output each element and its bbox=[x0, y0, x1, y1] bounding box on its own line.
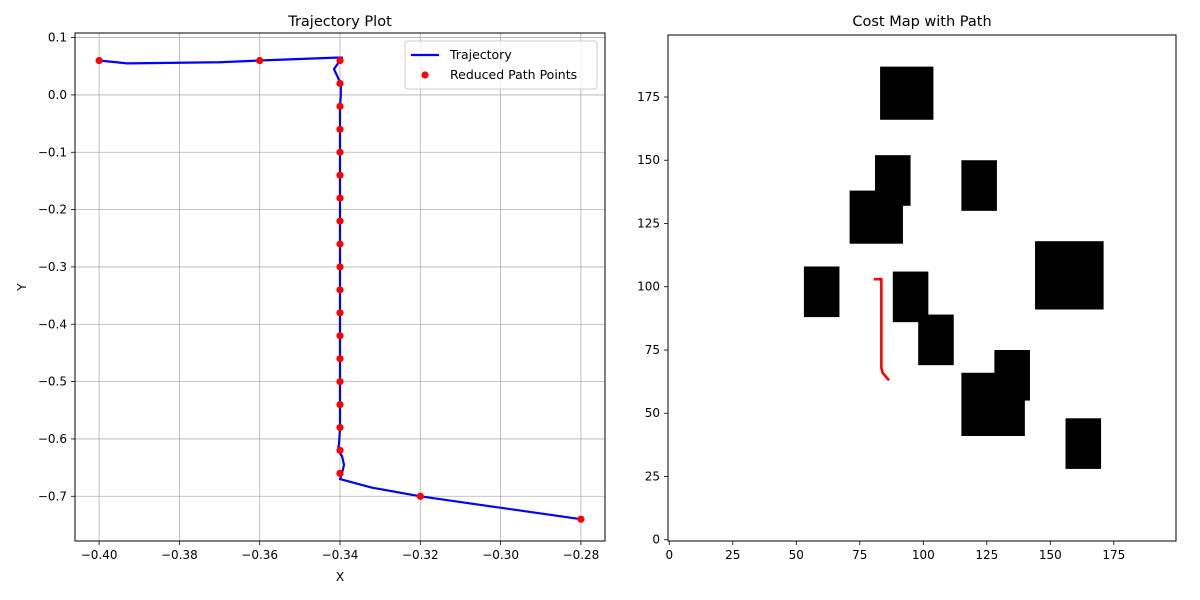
obstacles-layer bbox=[803, 66, 1104, 469]
y-tick-label: 0.0 bbox=[48, 88, 67, 102]
legend-trajectory-label: Trajectory bbox=[449, 47, 512, 62]
trajectory-x-label: X bbox=[336, 569, 345, 584]
reduced-path-point bbox=[256, 56, 264, 65]
x-tick-label: −0.40 bbox=[81, 548, 118, 562]
reduced-path-point bbox=[336, 378, 344, 386]
y-tick-label: 175 bbox=[637, 90, 660, 104]
reduced-path-point bbox=[336, 240, 344, 248]
reduced-path-point bbox=[336, 102, 344, 110]
legend: Trajectory Reduced Path Points bbox=[404, 40, 598, 90]
x-tick-label: 175 bbox=[1102, 548, 1125, 562]
trajectory-chart: −0.40 −0.38 −0.36 −0.34 −0.32 −0.30 −0.28 0.10… bbox=[14, 14, 606, 584]
obstacle bbox=[1035, 241, 1104, 310]
reduced-path-point bbox=[336, 217, 344, 225]
y-tick-label: 75 bbox=[645, 343, 660, 357]
obstacle bbox=[803, 266, 840, 318]
cost-map-title: Cost Map with Path bbox=[852, 14, 991, 30]
cost-map-chart: 0 25 50 75 100 125 150 175 0255075100125150175 … bbox=[637, 14, 1177, 562]
y-tick-label: −0.4 bbox=[38, 317, 67, 331]
y-tick-label: −0.5 bbox=[38, 375, 67, 389]
trajectory-y-ticks: 0.1 0.0 −0.1 −0.2 −0.3 −0.4 −0.5 −0.6 −0.7 bbox=[38, 31, 75, 503]
y-tick-label: 25 bbox=[645, 469, 660, 483]
y-tick-label: −0.2 bbox=[38, 203, 67, 217]
reduced-path-point bbox=[336, 286, 344, 294]
reduced-path-point bbox=[336, 79, 344, 88]
y-tick-label: −0.6 bbox=[38, 432, 67, 446]
y-tick-label: 0 bbox=[652, 533, 660, 547]
y-tick-label: −0.7 bbox=[38, 489, 67, 503]
legend-reduced-points-swatch bbox=[421, 71, 429, 79]
obstacle bbox=[918, 314, 954, 366]
obstacle bbox=[1065, 418, 1102, 469]
reduced-path-point bbox=[336, 309, 344, 317]
reduced-points-layer bbox=[95, 56, 585, 523]
x-tick-label: 150 bbox=[1039, 548, 1062, 562]
obstacle bbox=[961, 160, 997, 211]
y-tick-label: 150 bbox=[637, 153, 660, 167]
cost-map-x-ticks: 0 25 50 75 100 125 150 175 bbox=[665, 541, 1125, 562]
reduced-path-point bbox=[416, 492, 424, 500]
reduced-path-point bbox=[336, 332, 344, 340]
reduced-path-point bbox=[336, 263, 344, 271]
x-tick-label: −0.38 bbox=[161, 548, 198, 562]
obstacle bbox=[892, 271, 929, 323]
trajectory-title: Trajectory Plot bbox=[287, 14, 392, 30]
cost-map-y-ticks: 0 25 50 75 100 125 150 175 bbox=[637, 90, 668, 547]
x-tick-label: 25 bbox=[725, 548, 740, 562]
y-tick-label: −0.3 bbox=[38, 260, 67, 274]
obstacle bbox=[849, 190, 903, 244]
reduced-path-point bbox=[336, 400, 344, 409]
x-tick-label: 125 bbox=[975, 548, 998, 562]
reduced-path-point bbox=[336, 125, 344, 133]
y-tick-label: 100 bbox=[637, 280, 660, 294]
reduced-path-point bbox=[95, 56, 103, 65]
obstacle bbox=[961, 372, 1025, 437]
reduced-path-point bbox=[577, 515, 585, 523]
y-tick-label: 0.1 bbox=[48, 31, 67, 45]
reduced-path-point bbox=[336, 148, 344, 156]
path-layer bbox=[873, 277, 890, 382]
reduced-path-point bbox=[336, 171, 344, 179]
cost-map-path bbox=[873, 277, 890, 382]
reduced-path-point bbox=[336, 423, 344, 432]
reduced-path-point bbox=[336, 56, 344, 65]
x-tick-label: 50 bbox=[789, 548, 804, 562]
reduced-path-point bbox=[336, 446, 344, 455]
x-tick-label: 0 bbox=[665, 548, 673, 562]
cost-map-axes-frame bbox=[667, 34, 1177, 542]
x-tick-label: 75 bbox=[852, 548, 867, 562]
x-tick-label: −0.32 bbox=[402, 548, 439, 562]
obstacle bbox=[880, 66, 934, 120]
reduced-path-point bbox=[336, 469, 344, 477]
x-tick-label: −0.28 bbox=[563, 548, 600, 562]
trajectory-y-label: Y bbox=[14, 283, 29, 292]
y-tick-label: −0.1 bbox=[38, 145, 67, 159]
legend-reduced-points-label: Reduced Path Points bbox=[450, 67, 577, 82]
trajectory-x-ticks: −0.40 −0.38 −0.36 −0.34 −0.32 −0.30 −0.28 bbox=[81, 541, 600, 562]
y-tick-label: 50 bbox=[645, 406, 660, 420]
legend-box bbox=[404, 40, 598, 90]
reduced-path-point bbox=[336, 194, 344, 202]
y-tick-label: 125 bbox=[637, 216, 660, 230]
x-tick-label: −0.34 bbox=[322, 548, 359, 562]
x-tick-label: −0.36 bbox=[241, 548, 278, 562]
x-tick-label: 100 bbox=[912, 548, 935, 562]
reduced-path-point bbox=[336, 355, 344, 363]
x-tick-label: −0.30 bbox=[482, 548, 519, 562]
